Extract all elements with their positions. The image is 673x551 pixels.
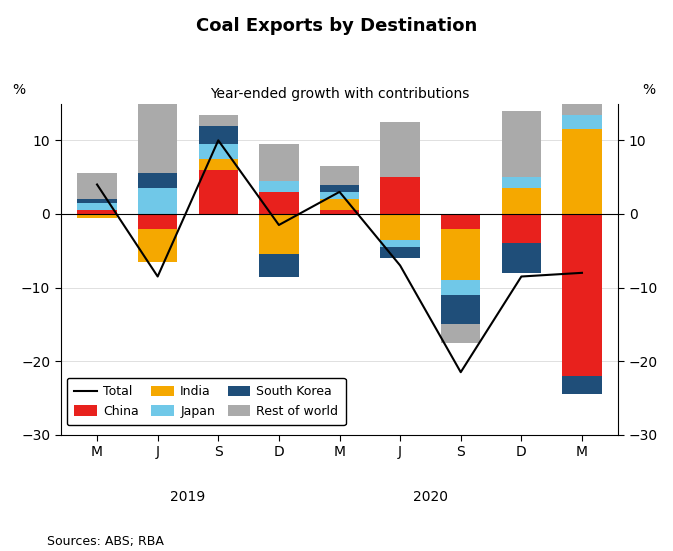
Bar [77,210,116,214]
Bar [562,376,602,395]
Bar [562,67,602,115]
Bar [501,177,541,188]
Bar [441,325,481,343]
Bar [441,214,481,229]
Bar [320,199,359,210]
Bar [138,67,178,174]
Bar [77,214,116,218]
Text: %: % [12,83,26,97]
Bar [441,229,481,280]
Bar [138,174,178,188]
Bar [259,255,299,277]
Bar [138,214,178,229]
Bar [501,244,541,273]
Bar [138,229,178,262]
Bar [259,214,299,255]
Bar [380,247,420,258]
Bar [320,192,359,199]
Bar [320,166,359,185]
Bar [380,177,420,214]
Bar [199,159,238,170]
Text: 2019: 2019 [170,490,205,504]
Bar [199,144,238,159]
Legend: Total, China, India, Japan, South Korea, Rest of world: Total, China, India, Japan, South Korea,… [67,378,346,425]
Bar [77,199,116,203]
Text: 2020: 2020 [413,490,448,504]
Bar [501,188,541,214]
Bar [320,210,359,214]
Text: Coal Exports by Destination: Coal Exports by Destination [196,17,477,35]
Bar [441,280,481,295]
Title: Year-ended growth with contributions: Year-ended growth with contributions [210,87,469,101]
Bar [77,203,116,210]
Bar [259,144,299,181]
Bar [562,214,602,376]
Bar [441,295,481,325]
Bar [138,188,178,214]
Bar [380,240,420,247]
Bar [380,214,420,240]
Text: Sources: ABS; RBA: Sources: ABS; RBA [47,535,164,548]
Bar [259,192,299,214]
Bar [562,115,602,129]
Bar [199,126,238,144]
Bar [320,185,359,192]
Text: %: % [643,83,656,97]
Bar [562,129,602,214]
Bar [199,115,238,126]
Bar [501,214,541,244]
Bar [77,174,116,199]
Bar [259,181,299,192]
Bar [501,111,541,177]
Bar [199,170,238,214]
Bar [380,122,420,177]
